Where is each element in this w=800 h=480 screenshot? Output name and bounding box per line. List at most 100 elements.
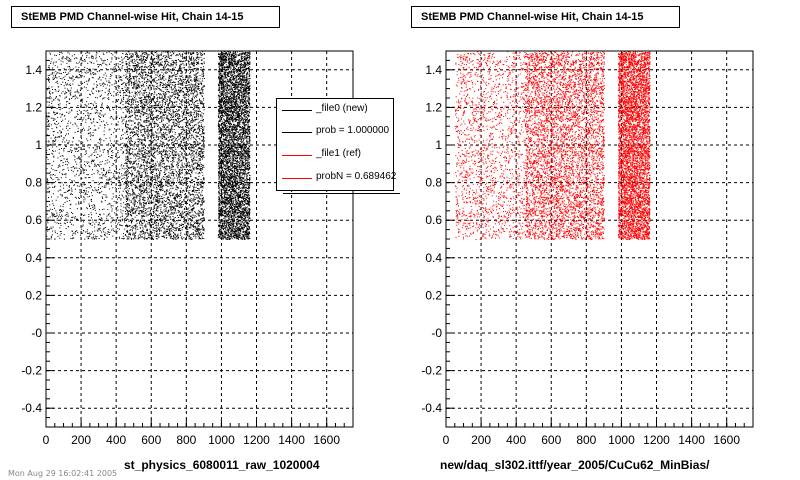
data-point [126,108,128,110]
data-point [162,166,163,168]
data-point [109,82,111,84]
data-point [75,76,77,78]
data-point [57,83,59,85]
data-point [152,223,154,225]
data-point [168,79,169,81]
data-point [180,72,182,74]
data-point [180,173,182,175]
data-point [110,222,112,224]
data-point [152,70,154,72]
data-point [71,180,73,182]
data-point [69,92,71,94]
data-point [148,133,150,135]
data-point [121,121,123,123]
data-point [119,128,120,130]
data-point [188,91,190,92]
data-point [69,200,71,201]
data-point [130,102,132,103]
data-point [129,132,131,133]
data-point [178,90,180,92]
data-point [193,147,195,149]
data-point [125,159,127,161]
data-point [180,84,182,86]
data-point [151,114,153,116]
data-point [175,223,177,225]
data-point [186,216,188,218]
data-point [59,227,61,229]
data-point [140,147,142,149]
data-point [153,201,155,203]
data-point [99,64,101,65]
data-point [65,214,67,215]
data-point [154,72,156,74]
data-point [78,197,79,199]
data-point [132,227,134,229]
data-point [86,80,88,82]
data-point [97,181,99,183]
data-point [199,170,201,171]
data-point [52,92,54,94]
data-point [119,191,120,193]
data-point [116,218,118,220]
data-point [161,146,163,147]
data-point [59,113,61,115]
data-point [190,59,191,61]
data-point [150,210,151,212]
data-point [70,60,72,62]
data-point [143,156,145,158]
data-point [173,212,175,213]
data-point [131,120,133,122]
data-point [66,139,68,141]
data-point [92,58,94,60]
data-point [63,184,64,186]
data-point [90,134,92,136]
data-point [112,117,114,119]
data-point [170,131,172,132]
data-point [129,60,131,62]
data-point [142,135,144,137]
data-point [176,222,178,224]
data-point [181,136,183,138]
data-point [130,153,132,154]
data-point [101,154,102,156]
data-point [119,185,121,187]
data-point [182,126,184,128]
data-point [156,198,158,200]
data-point [95,212,97,214]
data-point [145,146,146,147]
data-point [171,89,173,91]
data-point [144,191,145,193]
data-point [60,224,62,226]
data-point [100,163,102,165]
data-point [129,167,131,169]
data-point [162,143,164,145]
data-point [153,211,155,213]
data-point [176,175,178,177]
data-point [185,60,187,61]
data-point [132,141,134,142]
data-point [89,206,90,207]
data-point [130,78,132,80]
data-point [196,113,198,115]
data-point [160,108,162,110]
data-point [57,190,59,192]
data-point [133,193,135,195]
data-point [144,226,146,228]
data-point [48,86,50,88]
data-point [169,182,171,184]
data-point [166,192,167,194]
data-point [134,123,136,124]
data-point [192,204,194,206]
data-point [197,183,199,185]
data-point [55,177,57,179]
data-point [184,219,186,221]
data-point [200,159,202,161]
data-point [77,232,79,234]
data-point [155,235,157,237]
data-point [124,57,126,59]
data-point [65,104,67,106]
data-point [156,145,158,147]
data-point [178,60,180,62]
data-point [188,101,190,103]
data-point [196,135,198,137]
